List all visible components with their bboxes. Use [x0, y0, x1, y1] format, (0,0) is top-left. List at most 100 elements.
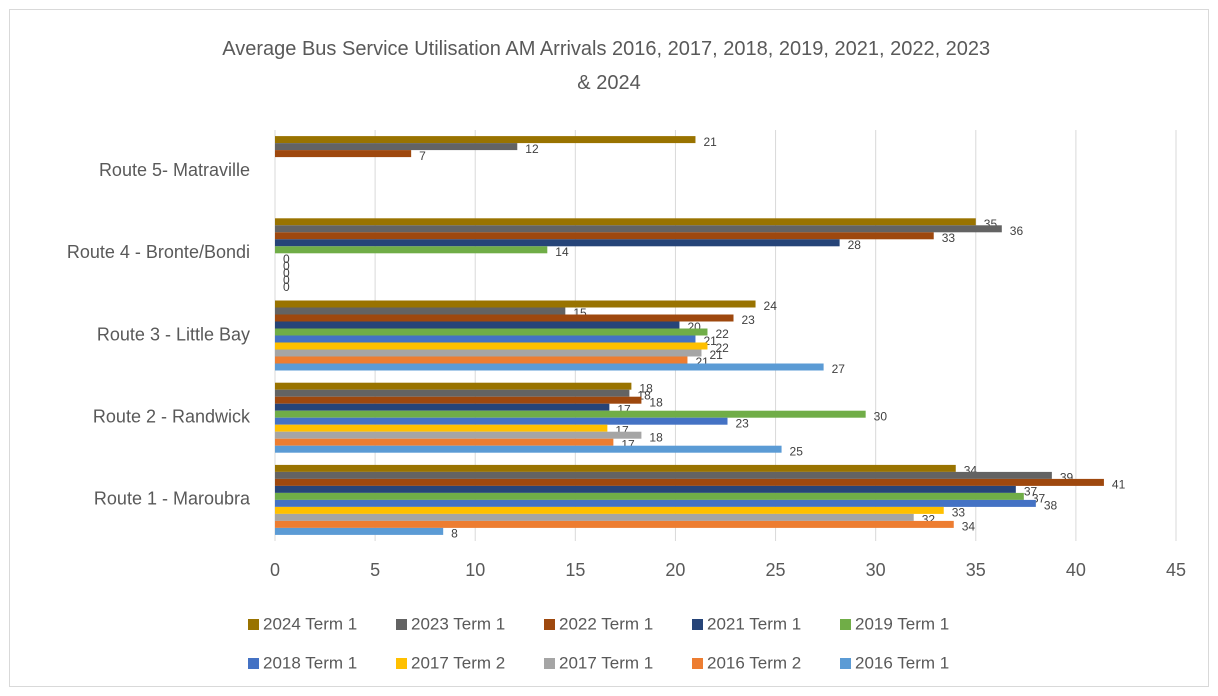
bar — [275, 506, 944, 514]
data-label: 0 — [283, 280, 290, 294]
legend-label: 2019 Term 1 — [855, 614, 949, 633]
data-label: 0 — [283, 273, 290, 287]
bar — [275, 363, 824, 371]
bar — [275, 431, 642, 439]
bar — [275, 424, 608, 432]
bar — [275, 335, 696, 343]
legend-label: 2016 Term 2 — [707, 653, 801, 672]
data-label: 21 — [703, 135, 717, 149]
bar — [275, 417, 728, 425]
data-label: 18 — [649, 430, 663, 444]
bar — [275, 307, 566, 315]
data-label: 21 — [709, 348, 723, 362]
bar — [275, 342, 708, 350]
data-label: 36 — [1010, 224, 1024, 238]
bar — [275, 300, 756, 308]
y-tick-label: Route 5- Matraville — [99, 160, 250, 180]
legend-swatch — [544, 658, 555, 669]
legend-label: 2022 Term 1 — [559, 614, 653, 633]
x-tick-label: 40 — [1066, 560, 1086, 580]
bar — [275, 485, 1016, 493]
data-label: 7 — [419, 149, 426, 163]
bar — [275, 239, 840, 247]
data-label: 12 — [525, 142, 539, 156]
data-label: 30 — [874, 409, 888, 423]
legend-swatch — [544, 619, 555, 630]
data-label: 22 — [715, 327, 729, 341]
data-label: 37 — [1024, 485, 1038, 499]
data-label: 33 — [952, 506, 966, 520]
data-label: 28 — [848, 238, 862, 252]
legend-swatch — [396, 619, 407, 630]
x-tick-label: 0 — [270, 560, 280, 580]
legend-label: 2017 Term 2 — [411, 653, 505, 672]
bar — [275, 520, 954, 528]
x-tick-label: 25 — [766, 560, 786, 580]
chart-title: Average Bus Service Utilisation AM Arriv… — [222, 38, 995, 94]
y-tick-label: Route 2 - Randwick — [93, 406, 251, 426]
data-label: 14 — [555, 245, 569, 259]
bar — [275, 396, 642, 404]
legend-swatch — [248, 619, 259, 630]
data-label: 0 — [283, 252, 290, 266]
bar — [275, 218, 976, 226]
data-label: 22 — [715, 341, 729, 355]
bar — [275, 403, 610, 411]
bar — [275, 513, 914, 521]
legend-label: 2024 Term 1 — [263, 614, 357, 633]
y-tick-label: Route 1 - Maroubra — [94, 489, 251, 509]
data-label: 18 — [639, 381, 653, 395]
x-tick-label: 10 — [465, 560, 485, 580]
bar — [275, 471, 1052, 479]
bar — [275, 314, 734, 322]
x-tick-label: 35 — [966, 560, 986, 580]
legend-swatch — [248, 658, 259, 669]
bar — [275, 321, 680, 329]
bar — [275, 492, 1024, 500]
bar — [275, 349, 702, 357]
bar — [275, 143, 518, 151]
legend-label: 2021 Term 1 — [707, 614, 801, 633]
bar — [275, 232, 934, 240]
bar — [275, 410, 866, 418]
data-label: 33 — [942, 231, 956, 245]
bar — [275, 246, 548, 254]
data-label: 23 — [736, 416, 750, 430]
bar — [275, 499, 1036, 507]
data-label: 38 — [1044, 499, 1058, 513]
legend-swatch — [840, 658, 851, 669]
legend-swatch — [840, 619, 851, 630]
x-tick-label: 20 — [665, 560, 685, 580]
data-label: 23 — [742, 313, 756, 327]
bar — [275, 225, 1002, 233]
y-tick-label: Route 4 - Bronte/Bondi — [67, 242, 250, 262]
data-label: 24 — [764, 299, 778, 313]
bar — [275, 328, 708, 336]
x-tick-label: 15 — [565, 560, 585, 580]
bar — [275, 527, 444, 535]
x-tick-label: 5 — [370, 560, 380, 580]
legend-swatch — [692, 658, 703, 669]
bar — [275, 389, 630, 397]
legend-label: 2023 Term 1 — [411, 614, 505, 633]
data-label: 27 — [832, 362, 846, 376]
bar — [275, 464, 956, 472]
bar — [275, 356, 688, 364]
bar — [275, 150, 412, 158]
x-tick-label: 45 — [1166, 560, 1186, 580]
y-tick-label: Route 3 - Little Bay — [97, 324, 250, 344]
data-label: 18 — [649, 395, 663, 409]
legend-label: 2017 Term 1 — [559, 653, 653, 672]
legend-swatch — [692, 619, 703, 630]
legend-swatch — [396, 658, 407, 669]
data-label: 34 — [962, 520, 976, 534]
legend-label: 2018 Term 1 — [263, 653, 357, 672]
bar — [275, 478, 1104, 486]
legend-label: 2016 Term 1 — [855, 653, 949, 672]
x-tick-label: 30 — [866, 560, 886, 580]
data-label: 25 — [790, 444, 804, 458]
bar — [275, 136, 696, 144]
bar — [275, 382, 632, 390]
data-label: 8 — [451, 527, 458, 541]
